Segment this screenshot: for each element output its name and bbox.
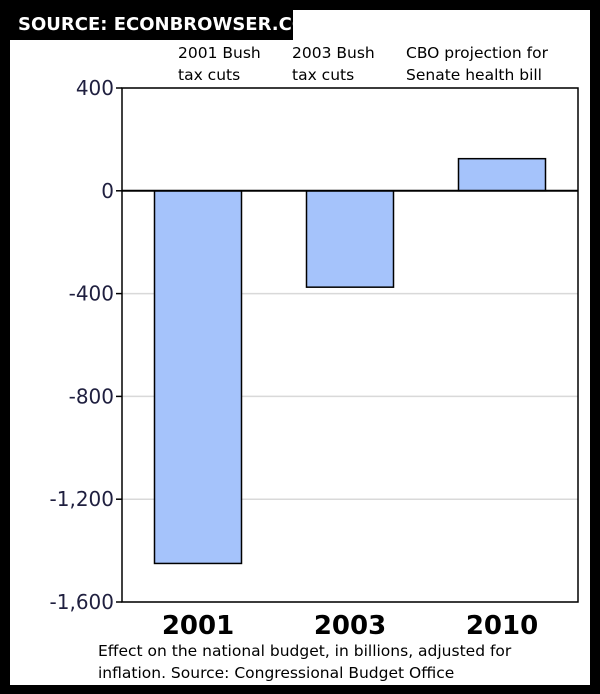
y-tick-label-2: -400 bbox=[69, 282, 114, 306]
chart-background bbox=[10, 10, 590, 685]
caption-line1: Effect on the national budget, in billio… bbox=[98, 642, 512, 660]
plot-frame bbox=[121, 87, 579, 603]
y-tick-label-3: -800 bbox=[69, 384, 114, 408]
x-tick-label-2010: 2010 bbox=[466, 611, 538, 641]
x-tick-label-2003: 2003 bbox=[314, 611, 386, 641]
annotation-2001-line2: tax cuts bbox=[178, 66, 241, 84]
bar-2010 bbox=[457, 157, 547, 192]
bar-2003 bbox=[305, 190, 395, 288]
annotation-2010-line2: Senate health bill bbox=[406, 66, 542, 84]
bar-2001 bbox=[153, 190, 243, 565]
annotation-2010-line1: CBO projection for bbox=[406, 44, 548, 62]
caption-line2: inflation. Source: Congressional Budget … bbox=[98, 664, 455, 682]
source-banner: SOURCE: ECONBROWSER.COM bbox=[10, 10, 325, 40]
annotation-2001-line1: 2001 Bush bbox=[178, 44, 261, 62]
annotation-2003-line2: tax cuts bbox=[292, 66, 355, 84]
annotation-2010: CBO projection for Senate health bill bbox=[406, 42, 548, 86]
y-tick-label-4: -1,200 bbox=[50, 487, 114, 511]
y-tick-label-5: -1,600 bbox=[50, 590, 114, 614]
annotation-2003: 2003 Bush tax cuts bbox=[292, 42, 375, 86]
y-tick-label-0: 400 bbox=[76, 76, 114, 100]
annotation-2001: 2001 Bush tax cuts bbox=[178, 42, 261, 86]
annotation-2003-line1: 2003 Bush bbox=[292, 44, 375, 62]
y-tick-label-1: 0 bbox=[101, 179, 114, 203]
caption: Effect on the national budget, in billio… bbox=[98, 640, 588, 684]
x-tick-label-2001: 2001 bbox=[162, 611, 234, 641]
